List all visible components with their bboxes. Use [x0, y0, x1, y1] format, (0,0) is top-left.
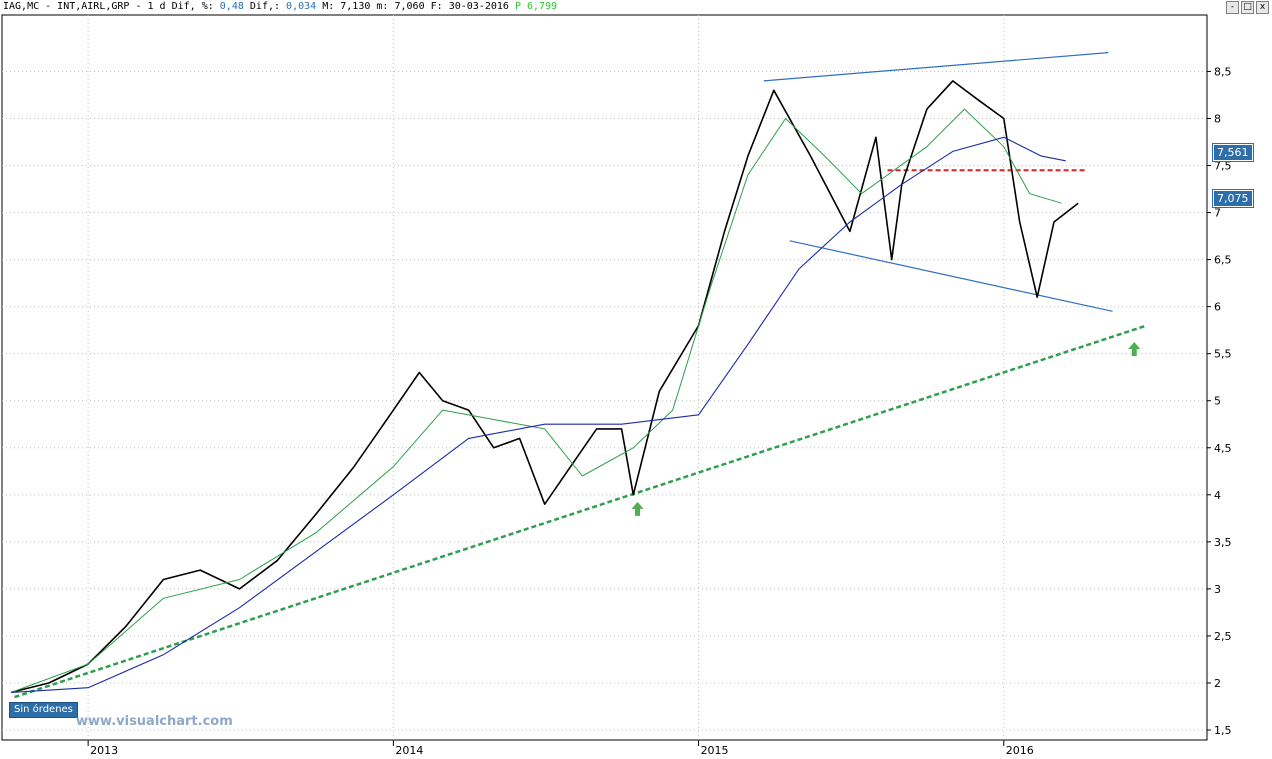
channel-lower-line: [789, 240, 1113, 312]
maximize-button[interactable]: □: [1241, 1, 1254, 14]
dif-value: 0,034: [286, 1, 317, 12]
y-tick-label: 3,5: [1214, 536, 1232, 549]
x-tick-label: 2016: [1006, 744, 1034, 757]
x-tick-label: 2014: [395, 744, 423, 757]
y-tick-label: 8: [1214, 112, 1221, 125]
date-label: F:: [430, 1, 443, 12]
y-tick-label: 2: [1214, 677, 1221, 690]
y-tick-label: 7: [1214, 207, 1221, 220]
max-label: M:: [322, 1, 335, 12]
y-tick-label: 3: [1214, 583, 1221, 596]
series-sma-slow-line: [11, 136, 1066, 693]
dif-label: Dif,:: [249, 1, 281, 12]
price-tag-upper: 7,561: [1212, 143, 1254, 162]
y-tick-label: 4: [1214, 489, 1221, 502]
watermark: www.visualchart.com: [76, 714, 233, 729]
up-arrow-icon: [1128, 341, 1141, 356]
y-tick-label: 7,5: [1214, 160, 1232, 173]
close-button[interactable]: x: [1256, 1, 1269, 14]
p-value: 6,799: [527, 1, 558, 12]
min-value: 7,060: [394, 1, 425, 12]
plot-area: [1, 14, 1208, 741]
x-tick-label: 2013: [90, 744, 118, 757]
y-tick-label: 6: [1214, 301, 1221, 314]
max-value: 7,130: [340, 1, 371, 12]
symbol-label: IAG,MC - INT,AIRL,GRP - 1 d: [3, 1, 166, 12]
y-tick-label: 5: [1214, 395, 1221, 408]
chart-header: IAG,MC - INT,AIRL,GRP - 1 d Dif, %: 0,48…: [0, 0, 1213, 14]
y-tick-label: 4,5: [1214, 442, 1232, 455]
y-tick-label: 2,5: [1214, 630, 1232, 643]
price-tag-lower: 7,075: [1212, 189, 1254, 208]
minimize-button[interactable]: -: [1226, 1, 1239, 14]
dif-pct-value: 0,48: [219, 1, 244, 12]
series-price-line: [11, 80, 1079, 694]
y-tick-label: 5,5: [1214, 348, 1232, 361]
date-value: 30-03-2016: [448, 1, 509, 12]
channel-upper-line: [763, 52, 1109, 82]
series-sma-fast-line: [11, 108, 1062, 693]
window-buttons: - □ x: [1226, 1, 1269, 14]
support-trend-line: [14, 324, 1148, 699]
min-label: m:: [376, 1, 389, 12]
dif-pct-label: Dif, %:: [171, 1, 214, 12]
p-label: P: [514, 1, 521, 12]
x-tick-label: 2015: [701, 744, 729, 757]
y-tick-label: 1,5: [1214, 724, 1232, 737]
y-tick-label: 6,5: [1214, 254, 1232, 267]
up-arrow-icon: [631, 501, 644, 516]
orders-badge[interactable]: Sin órdenes: [9, 702, 78, 718]
y-tick-label: 8,5: [1214, 65, 1232, 78]
